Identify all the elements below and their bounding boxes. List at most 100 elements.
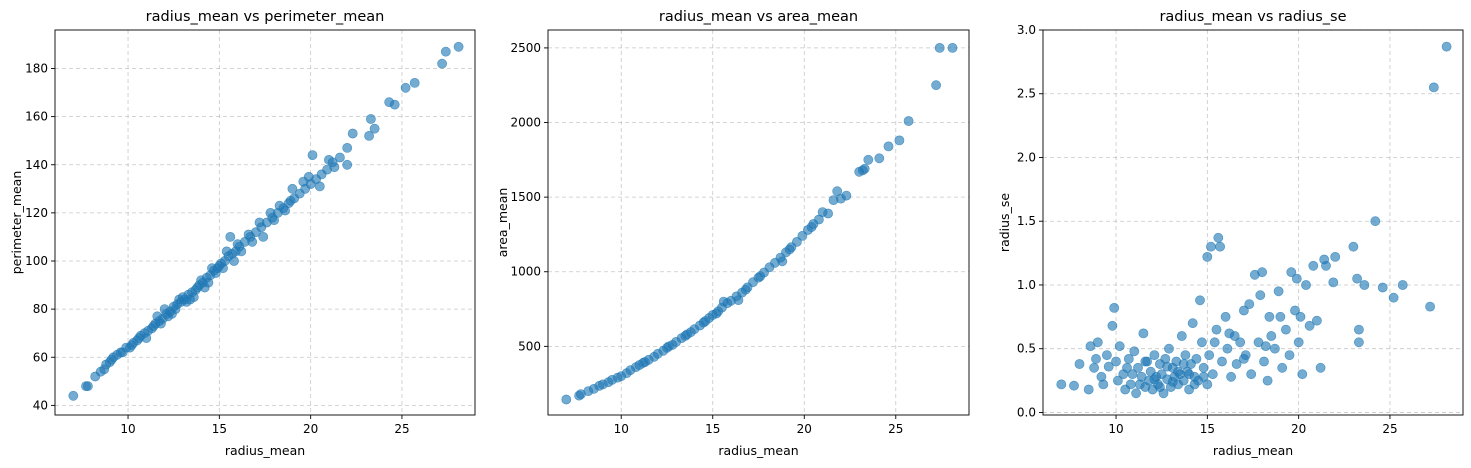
scatter-point [874,153,885,164]
y-axis-label: area_mean [495,188,510,258]
x-tick-label: 25 [394,422,409,436]
scatter-point [1206,241,1216,252]
scatter-point [287,183,298,194]
scatter-point [1114,341,1125,352]
scatter-point [1220,311,1231,322]
scatter-point [1184,369,1194,380]
scatter-point [1262,375,1273,386]
y-tick-label: 80 [33,302,48,316]
scatter-point [221,246,232,257]
scatter-point [863,154,874,165]
scatter-point [115,347,126,358]
y-axis-label: perimeter_mean [9,171,24,275]
scatter-point [1140,356,1151,367]
y-tick-label: 140 [25,158,48,172]
scatter-point [700,316,711,326]
y-tick-label: 2.0 [1017,150,1036,164]
scatter-point [365,114,376,124]
x-tick-label: 10 [614,422,629,436]
scatter-point [1198,362,1209,373]
scatter-point [1270,343,1280,354]
scatter-point [285,195,296,206]
scatter-point [1441,41,1452,52]
scatter-point [1167,376,1178,387]
scatter-point [1107,320,1118,331]
scatter-point [166,308,177,319]
scatter-point [1226,371,1236,382]
scatter-point [1127,369,1138,380]
scatter-point [1352,273,1362,284]
x-tick-label: 15 [212,422,227,436]
scatter-point [1348,241,1359,252]
scatter-point [1246,369,1257,380]
y-tick-label: 1.0 [1017,278,1036,292]
scatter-point [1257,267,1267,278]
y-tick-label: 2.5 [1017,87,1036,101]
scatter-point [1370,216,1381,227]
scatter-point [1211,324,1222,335]
scatter-point [274,200,285,211]
scatter-point [561,394,572,405]
scatter-point [1260,341,1271,352]
scatter-point [1284,350,1295,360]
scatter-point [83,381,93,391]
scatter-point [243,229,254,240]
scatter-point [1173,366,1183,377]
scatter-point [1198,371,1209,382]
scatter-point [1091,353,1101,364]
y-tick-label: 0.5 [1017,342,1036,356]
scatter-point [199,282,210,293]
scatter-point [823,208,833,219]
scatter-point [1131,388,1141,399]
scatter-point [1134,379,1145,390]
x-tick-label: 10 [1108,422,1123,436]
scatter-point [342,159,353,170]
scatter-point [1217,356,1227,367]
scatter-point [347,128,358,139]
scatter-point [1222,343,1233,354]
scatter-point [1102,350,1112,360]
scatter-point [1425,301,1435,312]
plot-frame [547,29,970,416]
scatter-point [903,116,914,126]
scatter-point [1204,350,1215,360]
scatter-point [1321,260,1331,271]
scatter-point [1164,343,1174,354]
scatter-point [1187,318,1198,329]
scatter-point [1244,299,1255,309]
scatter-point [806,222,817,232]
scatter-point [225,231,236,242]
scatter-point [1202,251,1213,262]
scatter-point [1377,282,1388,293]
scatter-point [1191,353,1202,364]
y-tick-label: 120 [25,206,48,220]
scatter-point [1056,379,1067,390]
scatter-point [329,162,340,173]
x-axis-label: radius_mean [225,443,305,458]
y-tick-label: 40 [33,398,48,412]
scatter-point [364,130,374,141]
scatter-point [389,99,400,110]
scatter-point [663,341,674,352]
scatter-point [894,135,905,146]
scatter-point [1213,232,1224,243]
scatter-point [269,215,279,225]
scatter-point [1125,379,1136,390]
y-tick-label: 160 [25,110,48,124]
scatter-point [440,46,451,57]
x-tick-label: 10 [120,422,135,436]
y-axis-label: radius_se [997,193,1012,252]
y-tick-label: 0.0 [1017,405,1036,419]
scatter-point [1111,356,1121,367]
scatter-point [1235,337,1246,348]
scatter-point [342,142,353,153]
scatter-point [101,359,111,370]
scatter-point [303,171,314,182]
scatter-point [1122,362,1132,373]
scatter-point [453,41,464,52]
scatter-point [1129,346,1140,357]
chart-title: radius_mean vs perimeter_mean [146,9,385,25]
y-tick-label: 1.5 [1017,214,1036,228]
x-tick-label: 15 [705,422,720,436]
